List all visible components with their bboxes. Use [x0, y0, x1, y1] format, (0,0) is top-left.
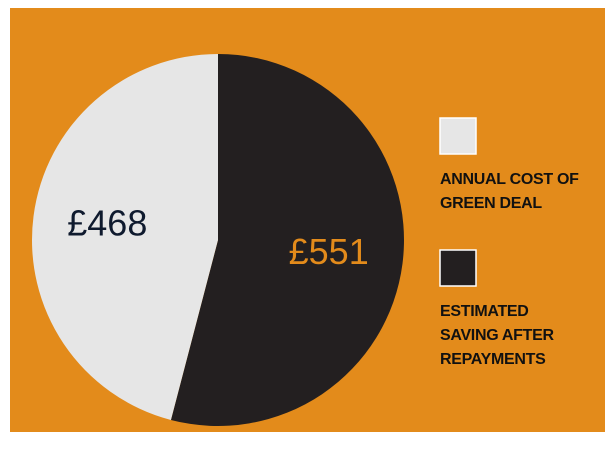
legend-swatch [439, 249, 477, 287]
pie-slice [170, 54, 404, 426]
legend-swatch [439, 117, 477, 155]
legend-label: ESTIMATED SAVING AFTER REPAYMENTS [440, 303, 554, 368]
value-label: £551 [289, 231, 369, 272]
legend-label: ANNUAL COST OF GREEN DEAL [440, 171, 579, 212]
pie-slice [31, 54, 219, 420]
value-label: £468 [67, 202, 147, 243]
